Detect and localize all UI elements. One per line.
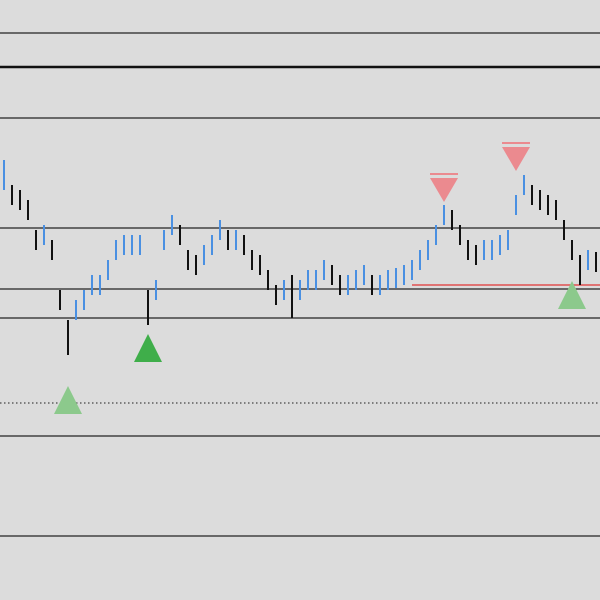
signal-marker [430, 178, 458, 202]
signal-marker [502, 147, 530, 171]
signal-marker [54, 386, 82, 414]
signal-marker [134, 334, 162, 362]
signal-marker [558, 281, 586, 309]
